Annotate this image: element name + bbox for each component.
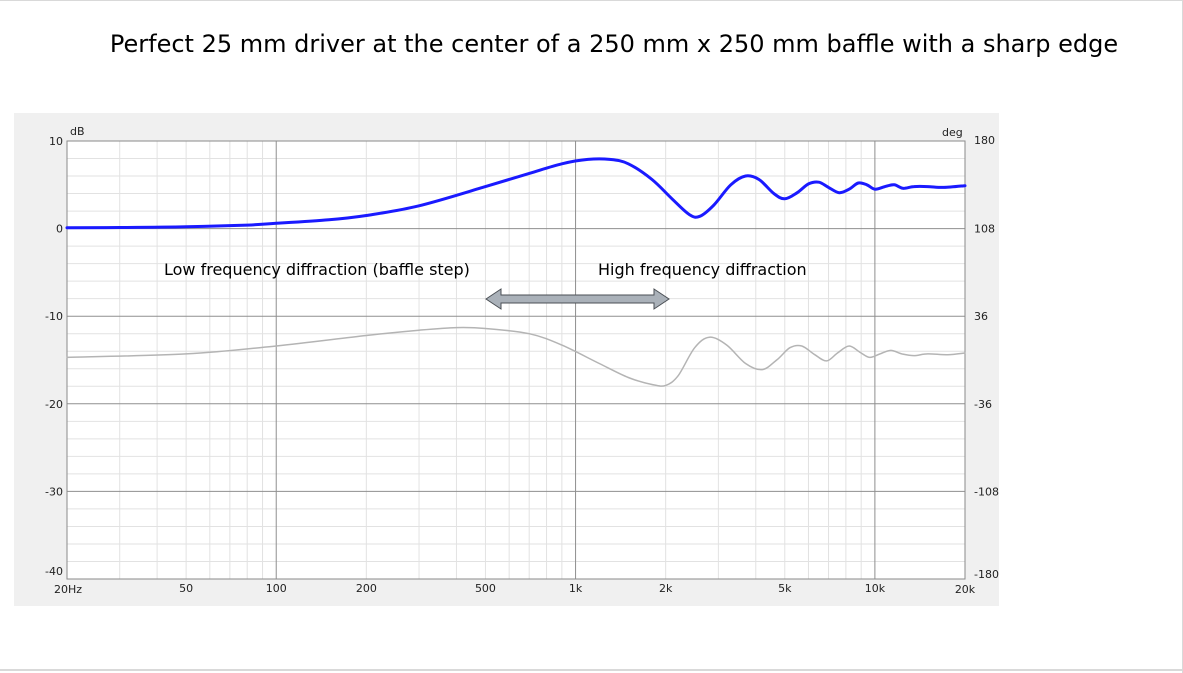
y2-tick-label: 108 <box>974 223 995 236</box>
x-tick-label: 10k <box>865 582 886 595</box>
y2-tick-label: -180 <box>974 568 999 581</box>
x-tick-label: 20k <box>955 583 976 596</box>
x-tick-label: 20Hz <box>54 583 82 596</box>
x-tick-label: 500 <box>475 582 496 595</box>
annotation-high-frequency: High frequency diffraction <box>598 260 807 279</box>
y-tick-label: -30 <box>45 485 63 498</box>
y-tick-label: 10 <box>49 135 63 148</box>
x-tick-label: 5k <box>778 582 792 595</box>
y-tick-label: 0 <box>56 223 63 236</box>
series-line-phase <box>66 326 966 387</box>
x-tick-label: 1k <box>569 582 583 595</box>
annotation-low-frequency: Low frequency diffraction (baffle step) <box>164 260 470 279</box>
plot-frame <box>66 140 966 580</box>
y2-tick-label: 36 <box>974 310 988 323</box>
x-tick-label: 2k <box>659 582 673 595</box>
frame-top-rule <box>0 0 1183 1</box>
y-tick-label: -10 <box>45 310 63 323</box>
minor-grid <box>67 141 965 579</box>
y2-tick-label: -108 <box>974 485 999 498</box>
series-line-spl <box>65 157 967 230</box>
x-tick-label: 50 <box>179 582 193 595</box>
y2-tick-label: -36 <box>974 398 992 411</box>
major-grid <box>67 141 965 579</box>
y-axis-unit-label: dB <box>70 125 85 138</box>
y2-tick-label: 180 <box>974 134 995 147</box>
plot-area <box>67 141 965 579</box>
y-tick-label: -40 <box>45 565 63 578</box>
x-tick-label: 100 <box>266 582 287 595</box>
double-arrow <box>485 288 670 310</box>
frame-bottom-rule <box>0 669 1183 671</box>
chart-title: Perfect 25 mm driver at the center of a … <box>109 30 1119 58</box>
x-tick-label: 200 <box>356 582 377 595</box>
y-tick-label: -20 <box>45 398 63 411</box>
y2-axis-unit-label: deg <box>942 126 963 139</box>
